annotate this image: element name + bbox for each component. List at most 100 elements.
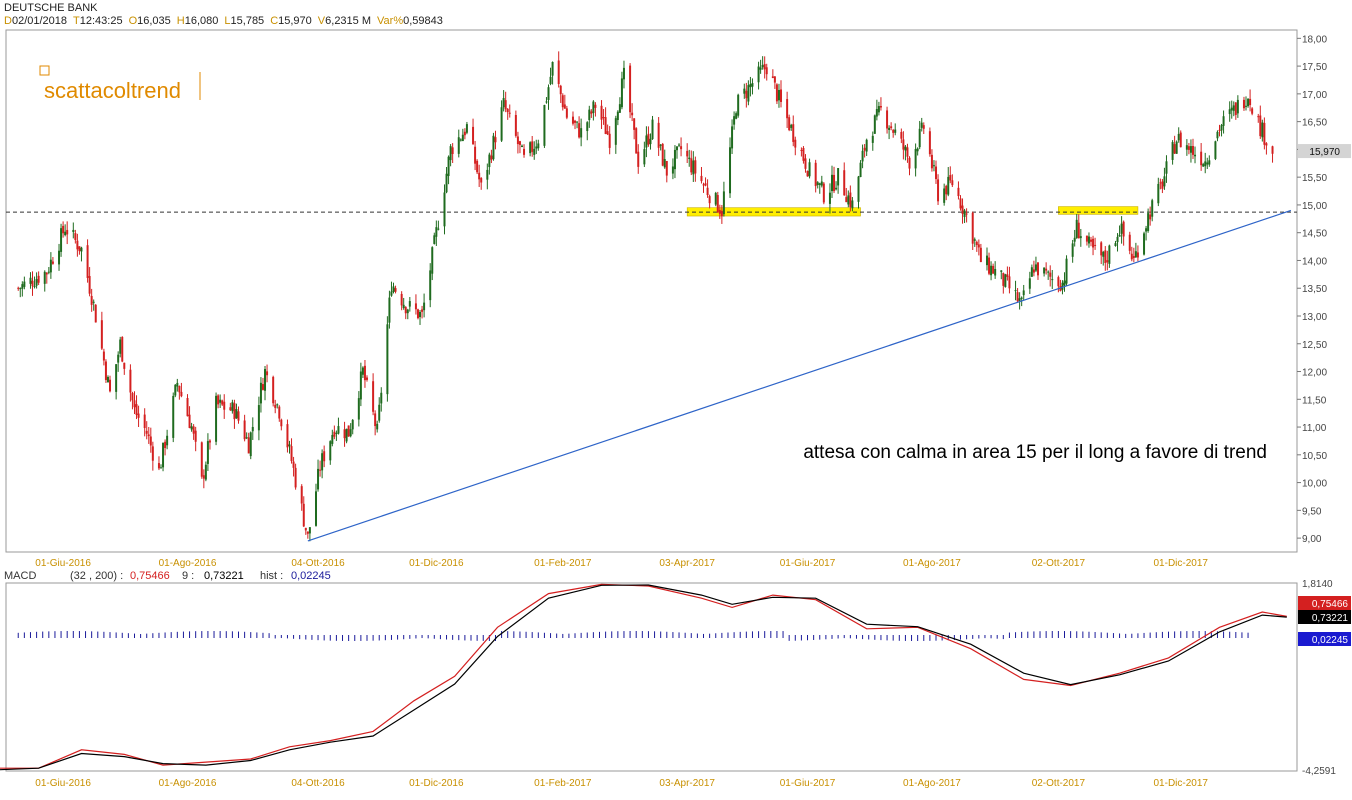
y-tick-label: 17,50: [1302, 62, 1327, 73]
candle-body: [886, 110, 889, 129]
candle-body: [131, 393, 134, 401]
candle-body: [1130, 253, 1133, 260]
candle-body: [961, 205, 964, 214]
candle-body: [123, 362, 126, 369]
candle-body: [1020, 297, 1023, 299]
candle-body: [922, 125, 925, 129]
candle-body: [1136, 252, 1139, 258]
candle-body: [751, 83, 754, 87]
candle-body: [949, 175, 952, 181]
candle-body: [1206, 162, 1209, 165]
macd-header-part: MACD: [4, 570, 36, 582]
candle-body: [875, 109, 878, 117]
candle-body: [916, 148, 919, 152]
candle-body: [773, 76, 776, 83]
y-tick-label: 11,50: [1302, 395, 1327, 406]
candle-body: [1175, 141, 1178, 154]
candle-body: [1163, 176, 1166, 187]
candle-body: [1218, 129, 1221, 131]
candle-body: [431, 247, 434, 274]
candle-body: [1006, 274, 1009, 277]
ohlc-key: Var%: [377, 15, 404, 27]
candle-body: [304, 527, 307, 531]
y-tick-label: 9,50: [1302, 506, 1322, 517]
candle-body: [1171, 142, 1174, 160]
candle-body: [849, 192, 852, 208]
candle-body: [88, 276, 91, 294]
candle-body: [659, 144, 662, 146]
candle-body: [476, 160, 479, 173]
candle-body: [580, 128, 583, 138]
hist-value-box: [1298, 632, 1351, 646]
candle-body: [1000, 270, 1003, 272]
macd-header-part: (32 , 200) :: [70, 570, 123, 582]
candle-body: [718, 209, 721, 214]
candle-body: [119, 339, 122, 354]
candle-body: [592, 101, 595, 113]
candle-body: [349, 429, 352, 437]
candle-body: [1147, 213, 1150, 231]
ohlc-info-bar: D02/01/2018 T12:43:25 O16,035 H16,080 L15,78…: [4, 15, 449, 27]
candle-body: [151, 446, 154, 461]
candle-body: [215, 395, 218, 442]
candle-body: [1118, 234, 1121, 237]
candle-body: [857, 176, 860, 202]
candle-body: [478, 172, 481, 180]
candle-body: [259, 382, 262, 404]
candle-body: [443, 192, 446, 227]
candle-body: [343, 429, 346, 439]
candle-body: [945, 185, 948, 195]
candle-body: [143, 414, 146, 429]
candle-body: [329, 441, 332, 461]
candle-body: [678, 144, 681, 146]
candle-body: [1228, 109, 1231, 115]
candle-body: [174, 384, 177, 396]
candle-body: [300, 486, 303, 504]
candle-body: [537, 143, 540, 149]
candle-body: [1087, 236, 1090, 244]
macd-header-part: hist :: [260, 570, 283, 582]
candle-body: [433, 235, 436, 244]
candle-body: [737, 94, 740, 116]
candle-body: [245, 437, 248, 439]
candle-body: [657, 122, 660, 148]
candle-body: [508, 112, 511, 114]
candle-body: [308, 527, 311, 534]
candle-body: [749, 84, 752, 88]
candle-body: [202, 475, 205, 479]
candle-body: [1208, 160, 1211, 165]
candle-body: [547, 87, 550, 100]
candle-body: [494, 137, 497, 143]
candle-body: [186, 398, 189, 417]
x-tick-label: 01-Dic-2016: [409, 558, 464, 569]
candle-body: [408, 301, 411, 307]
candle-body: [502, 98, 505, 108]
candle-body: [243, 420, 246, 440]
macd-y-tick-label: 1,8140: [1302, 579, 1333, 590]
candle-body: [861, 150, 864, 162]
candle-body: [745, 90, 748, 99]
macd-x-tick-label: 01-Ago-2016: [159, 778, 217, 789]
candle-body: [1234, 102, 1237, 115]
candle-body: [957, 187, 960, 197]
candle-body: [390, 291, 393, 296]
y-tick-label: 11,00: [1302, 423, 1327, 434]
candle-body: [1057, 277, 1060, 287]
candle-body: [535, 146, 538, 149]
candle-body: [488, 154, 491, 168]
candle-body: [1122, 221, 1125, 237]
candle-body: [194, 430, 197, 442]
candle-body: [637, 151, 640, 167]
candle-body: [932, 165, 935, 167]
candle-body: [763, 64, 766, 70]
candle-body: [806, 170, 809, 177]
candle-body: [286, 424, 289, 448]
candle-body: [633, 118, 636, 130]
candle-body: [614, 118, 617, 145]
candle-body: [843, 170, 846, 196]
candle-body: [1077, 222, 1080, 239]
y-tick-label: 18,00: [1302, 34, 1327, 45]
candle-body: [402, 304, 405, 309]
candle-body: [388, 297, 391, 323]
